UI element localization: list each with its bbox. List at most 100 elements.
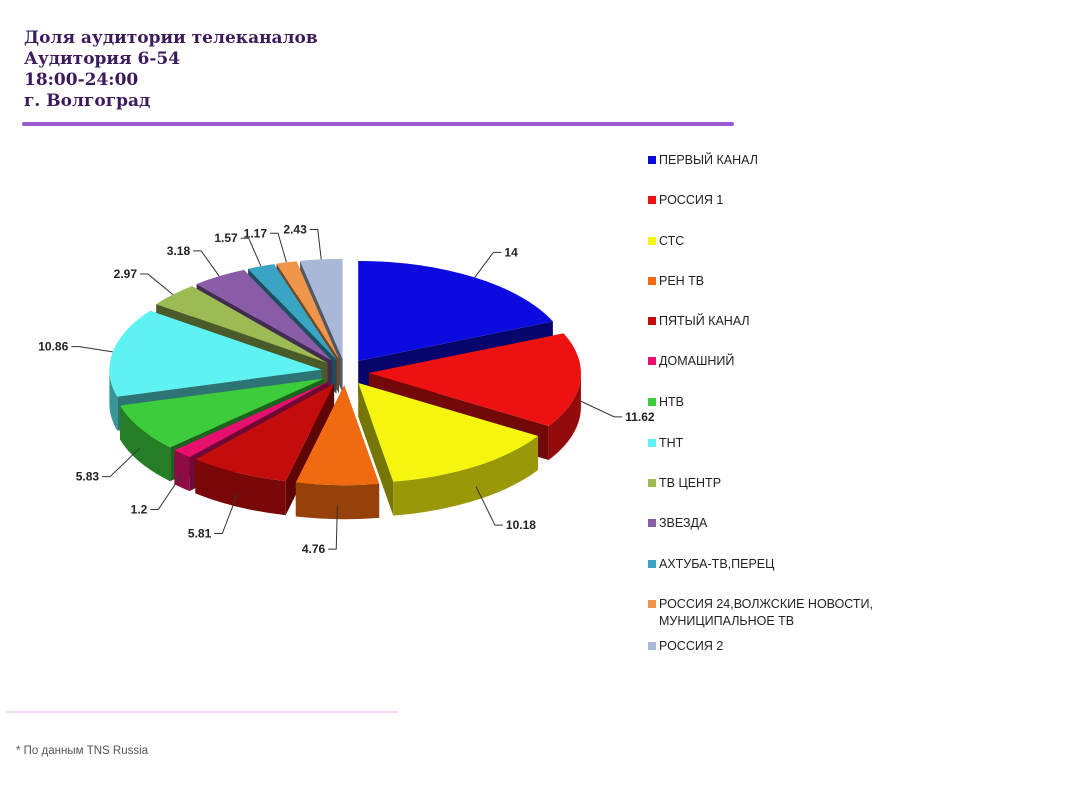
leader-line-7: [71, 346, 113, 353]
legend-item-4: ПЯТЫЙ КАНАЛ: [648, 313, 750, 330]
title-divider: [22, 122, 734, 126]
data-labels: 14 11.62 10.18 4.76 5.81 1.2 5.83 10.86 2.97 3.18…: [38, 223, 655, 557]
legend-label-6: НТВ: [659, 395, 684, 409]
slice-3-rim-0: [295, 482, 380, 520]
legend-swatch-12: [648, 642, 656, 650]
leader-line-6: [102, 447, 141, 478]
data-label-10: 1.57: [214, 231, 238, 245]
legend-item-5: ДОМАШНИЙ: [648, 353, 734, 370]
leader-line-9: [193, 250, 220, 277]
data-label-5: 1.2: [131, 502, 148, 516]
title-line-city: г. Волгоград: [24, 91, 151, 111]
slice-6-top: [119, 378, 325, 448]
legend-swatch-5: [648, 357, 656, 365]
title-line-audience: Аудитория 6-54: [24, 49, 181, 69]
leader-line-0: [474, 251, 502, 278]
slice-0-top: [358, 260, 553, 361]
legend-swatch-2: [648, 237, 656, 245]
bottom-divider: [6, 711, 398, 713]
title-line-time: 18:00-24:00: [24, 70, 139, 90]
legend-swatch-10: [648, 560, 656, 568]
leader-line-2: [475, 486, 503, 526]
data-label-3: 4.76: [302, 542, 326, 556]
slice-4-rim-0: [195, 459, 286, 516]
data-label-1: 11.62: [625, 410, 655, 424]
legend-label-9: ЗВЕЗДА: [659, 516, 708, 530]
legend-swatch-6: [648, 398, 656, 406]
data-label-6: 5.83: [76, 470, 100, 484]
legend-swatch-8: [648, 479, 656, 487]
slice-2-rim-0: [393, 436, 539, 516]
data-label-9: 3.18: [167, 244, 191, 258]
legend-item-11: РОССИЯ 24,ВОЛЖСКИЕ НОВОСТИ, МУНИЦИПАЛЬНО…: [648, 596, 873, 630]
legend-item-6: НТВ: [648, 394, 684, 411]
footnote: * По данным TNS Russia: [16, 745, 149, 757]
legend-label-4: ПЯТЫЙ КАНАЛ: [659, 314, 750, 328]
legend-label-2: СТС: [659, 234, 685, 248]
legend-label-8: ТВ ЦЕНТР: [659, 476, 722, 490]
slice-7-top: [109, 310, 322, 397]
slice-1: [368, 333, 581, 461]
leader-line-3: [328, 505, 338, 550]
data-label-4: 5.81: [188, 527, 212, 541]
legend-swatch-1: [648, 196, 656, 204]
slice-1-rim-0: [548, 373, 581, 461]
slice-3: [295, 385, 380, 520]
leader-line-11: [270, 232, 287, 263]
data-label-2: 10.18: [506, 518, 536, 532]
leader-line-1: [580, 400, 623, 418]
slice-5-top: [174, 381, 329, 458]
leader-line-5: [150, 473, 183, 510]
data-label-8: 2.97: [114, 267, 138, 281]
data-label-7: 10.86: [38, 340, 68, 354]
legend-label-3: РЕН ТВ: [659, 274, 705, 288]
chart-title-block: Доля аудитории телеканалов Аудитория 6-5…: [24, 28, 318, 112]
slice-2-top: [358, 382, 539, 482]
slice-12-top: [300, 258, 343, 359]
legend-item-8: ТВ ЦЕНТР: [648, 475, 721, 492]
slice-10-top: [248, 264, 337, 360]
legend-item-10: АХТУБА-ТВ,ПЕРЕЦ: [648, 556, 774, 573]
legend-swatch-4: [648, 317, 656, 325]
legend-item-1: РОССИЯ 1: [648, 192, 723, 209]
slice-3-top: [295, 385, 380, 486]
legend-item-9: ЗВЕЗДА: [648, 515, 707, 532]
legend-item-7: ТНТ: [648, 435, 683, 452]
legend-label-10: АХТУБА-ТВ,ПЕРЕЦ: [659, 557, 775, 571]
legend-swatch-3: [648, 277, 656, 285]
data-label-11: 1.17: [244, 226, 268, 240]
legend-label-7: ТНТ: [659, 436, 684, 450]
slice-9-top: [196, 269, 333, 361]
slice-2: [358, 382, 539, 516]
data-label-0: 14: [504, 245, 518, 259]
title-line-channel-share: Доля аудитории телеканалов: [24, 28, 318, 48]
legend-item-2: СТС: [648, 233, 684, 250]
pie-slices: [109, 258, 581, 520]
legend-label-12: РОССИЯ 2: [659, 639, 724, 653]
slice-11-top: [276, 261, 340, 360]
legend-swatch-9: [648, 519, 656, 527]
leader-line-8: [140, 273, 174, 295]
slice-2-wall-1: [358, 382, 394, 516]
leader-line-12: [309, 229, 322, 260]
slice-1-top: [368, 333, 581, 427]
slice-6-rim-0: [119, 405, 171, 482]
slice-8-top: [156, 286, 328, 363]
slice-4-top: [195, 383, 335, 482]
legend-label-0: ПЕРВЫЙ КАНАЛ: [659, 153, 758, 167]
legend-item-12: РОССИЯ 2: [648, 638, 723, 655]
legend-label-11: РОССИЯ 24,ВОЛЖСКИЕ НОВОСТИ, МУНИЦИПАЛЬНО…: [659, 597, 874, 628]
legend-label-1: РОССИЯ 1: [659, 193, 724, 207]
slice-7-rim-0: [109, 369, 118, 431]
data-label-12: 2.43: [283, 223, 307, 237]
legend-item-3: РЕН ТВ: [648, 273, 704, 290]
legend-label-5: ДОМАШНИЙ: [659, 354, 735, 368]
leader-line-4: [214, 493, 239, 535]
slice-5-rim-0: [174, 450, 190, 492]
legend-swatch-7: [648, 439, 656, 447]
leader-line-10: [240, 237, 262, 267]
legend-swatch-0: [648, 156, 656, 164]
legend-swatch-11: [648, 600, 656, 608]
legend-item-0: ПЕРВЫЙ КАНАЛ: [648, 152, 758, 169]
